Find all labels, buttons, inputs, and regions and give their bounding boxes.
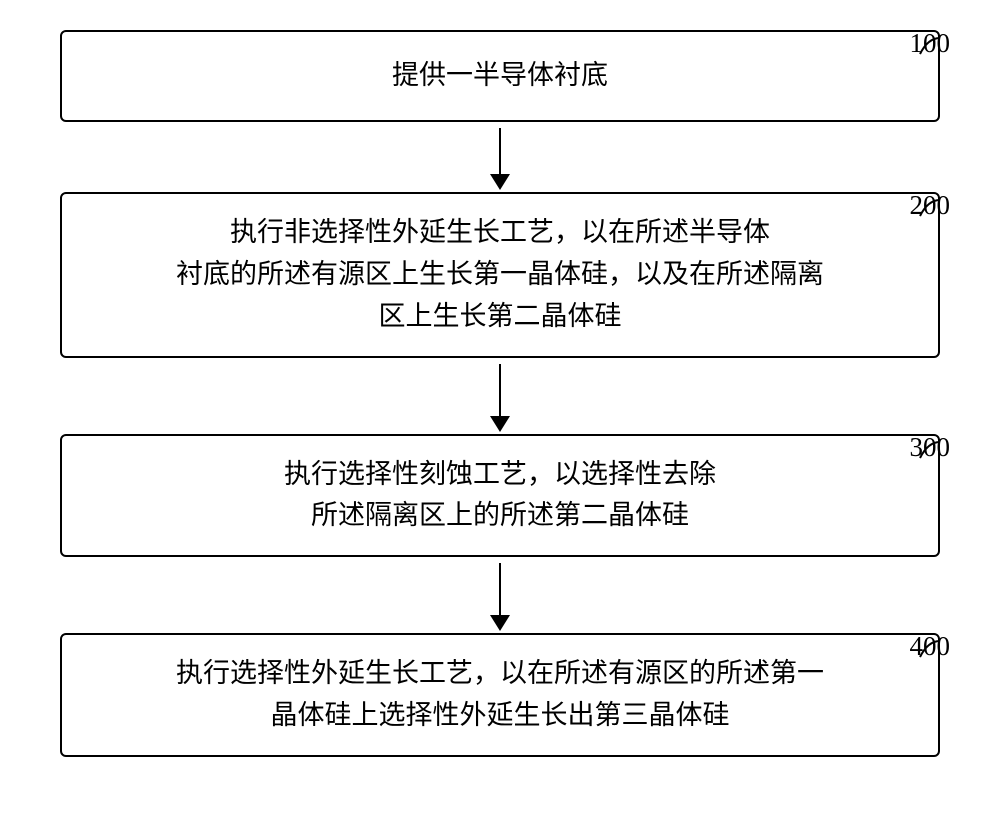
arrow-head-icon bbox=[490, 416, 510, 432]
flow-step-300: 300 执行选择性刻蚀工艺，以选择性去除 所述隔离区上的所述第二晶体硅 bbox=[60, 434, 940, 558]
step-label: 200 bbox=[910, 190, 951, 221]
arrow-down-icon bbox=[490, 128, 510, 190]
step-text: 执行非选择性外延生长工艺，以在所述半导体 衬底的所述有源区上生长第一晶体硅，以及… bbox=[176, 212, 824, 338]
flow-step-100: 100 提供一半导体衬底 bbox=[60, 30, 940, 122]
step-text: 执行选择性刻蚀工艺，以选择性去除 所述隔离区上的所述第二晶体硅 bbox=[284, 454, 716, 538]
step-label: 300 bbox=[910, 432, 951, 463]
arrow-head-icon bbox=[490, 174, 510, 190]
arrow-down-icon bbox=[490, 364, 510, 432]
step-label: 400 bbox=[910, 631, 951, 662]
flow-step-400: 400 执行选择性外延生长工艺，以在所述有源区的所述第一 晶体硅上选择性外延生长… bbox=[60, 633, 940, 757]
process-flowchart: 100 提供一半导体衬底 200 执行非选择性外延生长工艺，以在所述半导体 衬底… bbox=[50, 30, 950, 757]
arrow-down-icon bbox=[490, 563, 510, 631]
step-label: 100 bbox=[910, 28, 951, 59]
flow-step-200: 200 执行非选择性外延生长工艺，以在所述半导体 衬底的所述有源区上生长第一晶体… bbox=[60, 192, 940, 358]
step-text: 提供一半导体衬底 bbox=[392, 55, 608, 97]
arrow-shaft bbox=[499, 364, 501, 416]
arrow-head-icon bbox=[490, 615, 510, 631]
step-text: 执行选择性外延生长工艺，以在所述有源区的所述第一 晶体硅上选择性外延生长出第三晶… bbox=[176, 653, 824, 737]
arrow-shaft bbox=[499, 128, 501, 174]
arrow-shaft bbox=[499, 563, 501, 615]
